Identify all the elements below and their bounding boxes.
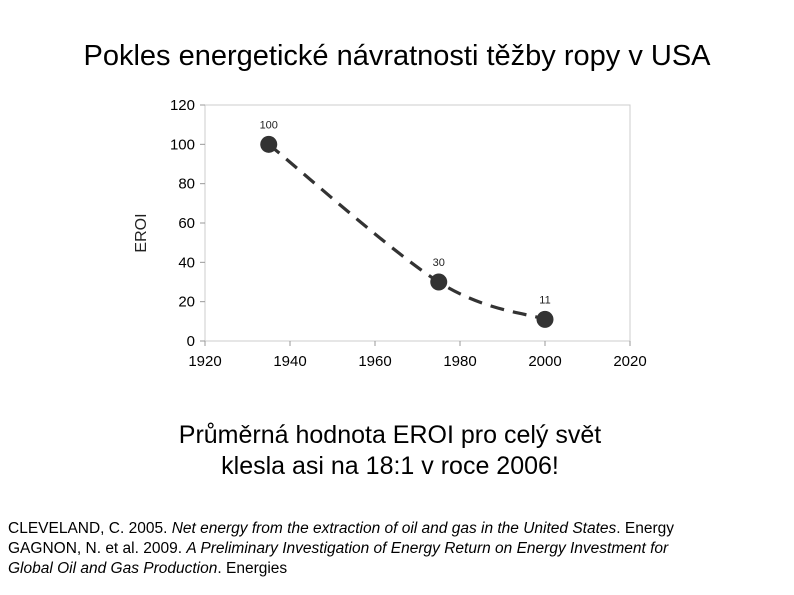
x-axis-ticks: 1920 1940 1960 1980 2000 2020 xyxy=(188,341,647,370)
eroi-world-note: Průměrná hodnota EROI pro celý svět kles… xyxy=(0,420,780,482)
x-tick-label: 1980 xyxy=(443,353,476,370)
data-point xyxy=(536,310,554,328)
data-label: 100 xyxy=(260,119,278,131)
y-tick-label: 60 xyxy=(178,215,195,232)
reference-work: Global Oil and Gas Production xyxy=(8,560,218,577)
data-label: 30 xyxy=(433,257,445,269)
y-tick-label: 120 xyxy=(170,97,195,114)
slide-title: Pokles energetické návratnosti těžby rop… xyxy=(83,40,711,72)
data-point xyxy=(260,135,278,153)
y-axis-label: EROI xyxy=(133,213,150,252)
data-points: 100 30 11 xyxy=(260,119,554,328)
reference-gagnon-cont: Global Oil and Gas Production. Energies xyxy=(8,559,788,579)
reference-gagnon: GAGNON, N. et al. 2009. A Preliminary In… xyxy=(8,539,788,559)
note-line-1: Průměrná hodnota EROI pro celý svět xyxy=(178,421,602,449)
y-tick-label: 0 xyxy=(187,333,195,350)
reference-cleveland: CLEVELAND, C. 2005. Net energy from the … xyxy=(8,519,788,539)
x-tick-label: 1940 xyxy=(273,353,306,370)
x-tick-label: 2000 xyxy=(528,353,561,370)
reference-author: GAGNON, N. et al. 2009. xyxy=(8,540,187,557)
x-tick-label: 1960 xyxy=(358,353,391,370)
reference-work: Net energy from the extraction of oil an… xyxy=(171,520,617,537)
y-tick-label: 80 xyxy=(178,176,195,193)
x-tick-label: 2020 xyxy=(613,353,646,370)
references: CLEVELAND, C. 2005. Net energy from the … xyxy=(8,519,788,579)
data-point xyxy=(430,273,448,291)
eroi-trend-line xyxy=(267,143,546,321)
y-tick-label: 20 xyxy=(178,294,195,311)
note-line-2: klesla asi na 18:1 v roce 2006! xyxy=(221,452,559,480)
y-tick-label: 100 xyxy=(170,136,195,153)
x-tick-label: 1920 xyxy=(188,353,221,370)
reference-work: A Preliminary Investigation of Energy Re… xyxy=(186,540,669,557)
reference-source: . Energy xyxy=(616,520,675,537)
data-label: 11 xyxy=(539,294,550,306)
y-axis-ticks: 0 20 40 60 80 100 120 xyxy=(170,97,205,350)
reference-author: CLEVELAND, C. 2005. xyxy=(8,520,172,537)
y-tick-label: 40 xyxy=(178,254,195,271)
reference-source: . Energies xyxy=(217,560,288,577)
eroi-chart: 0 20 40 60 80 100 120 1920 1940 1960 1980 2000 2020… xyxy=(133,97,647,370)
